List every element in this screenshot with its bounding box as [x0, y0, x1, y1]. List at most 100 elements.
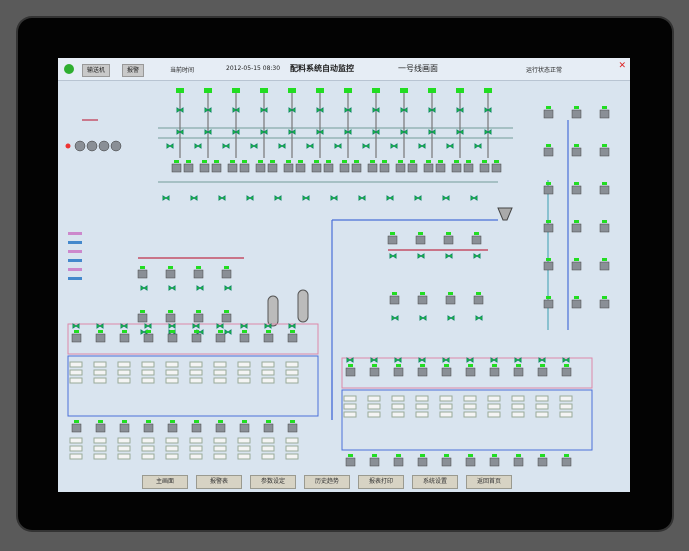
readout-box: [213, 377, 227, 384]
mixer-status-indicator: [242, 160, 247, 163]
dosing-vessel: [191, 423, 202, 433]
dryer-vessel: [571, 185, 582, 195]
dosing-vessel: [513, 367, 524, 377]
readout-box: [343, 395, 357, 402]
valve-icon: [362, 143, 370, 149]
valve-icon: [96, 323, 104, 329]
home-icon[interactable]: [64, 64, 74, 74]
dosing-vessel: [489, 457, 500, 467]
valve-icon: [334, 143, 342, 149]
valve-icon: [194, 143, 202, 149]
readout-box: [141, 369, 155, 376]
mixer-status-indicator: [314, 160, 319, 163]
reactor-vessel: [445, 295, 456, 305]
readout-box: [69, 437, 83, 444]
valve-icon: [192, 323, 200, 329]
mixer-vessel: [283, 163, 294, 173]
reactor-vessel: [473, 295, 484, 305]
nav-button-alarms[interactable]: 报警表: [196, 475, 242, 489]
readout-box: [535, 411, 549, 418]
mixer-vessel: [367, 163, 378, 173]
valve-icon: [490, 357, 498, 363]
valve-icon: [414, 195, 422, 201]
dryer-vessel: [599, 261, 610, 271]
valve-icon: [456, 129, 464, 135]
dryer-vessel: [571, 109, 582, 119]
mixer-status-indicator: [326, 160, 331, 163]
readout-box: [261, 445, 275, 452]
alarm-button[interactable]: 报警: [122, 64, 145, 77]
readout-box: [165, 369, 179, 376]
valve-icon: [190, 195, 198, 201]
valve-icon: [232, 129, 240, 135]
valve-icon: [140, 285, 148, 291]
dosing-vessel: [263, 333, 274, 343]
nav-button-settings[interactable]: 系统设置: [412, 475, 458, 489]
page-subtitle: 一号线画面: [398, 64, 438, 73]
dosing-status-indicator: [468, 364, 473, 367]
mixer-vessel: [407, 163, 418, 173]
valve-icon: [274, 195, 282, 201]
nav-button-main[interactable]: 主画面: [142, 475, 188, 489]
dryer-status-indicator: [574, 258, 579, 261]
dryer-status-indicator: [602, 144, 607, 147]
dryer-status-indicator: [602, 106, 607, 109]
readout-box: [117, 369, 131, 376]
readout-box: [261, 361, 275, 368]
feeder-indicator: [428, 88, 436, 93]
bottom-nav: 主画面 报警表 参数设定 历史趋势 报表打印 系统设置 返回首页: [58, 470, 630, 492]
valve-icon: [176, 129, 184, 135]
mixer-vessel: [351, 163, 362, 173]
dosing-status-indicator: [516, 364, 521, 367]
valve-icon: [316, 107, 324, 113]
mixer-status-indicator: [298, 160, 303, 163]
mixer-vessel: [211, 163, 222, 173]
legend-swatch: [68, 259, 82, 262]
close-icon[interactable]: ✕: [618, 61, 626, 71]
dosing-status-indicator: [170, 420, 175, 423]
alarm-indicator: [65, 143, 71, 149]
valve-icon: [120, 323, 128, 329]
dosing-vessel: [239, 333, 250, 343]
nav-button-trends[interactable]: 历史趋势: [304, 475, 350, 489]
valve-icon: [316, 129, 324, 135]
nav-button-home[interactable]: 返回首页: [466, 475, 512, 489]
readout-box: [213, 445, 227, 452]
valve-icon: [473, 253, 481, 259]
dosing-vessel: [465, 457, 476, 467]
valve-icon: [442, 357, 450, 363]
dryer-status-indicator: [574, 220, 579, 223]
dryer-vessel: [571, 299, 582, 309]
readout-box: [415, 411, 429, 418]
readout-box: [511, 395, 525, 402]
readout-box: [415, 395, 429, 402]
dosing-status-indicator: [98, 330, 103, 333]
dosing-vessel: [417, 457, 428, 467]
mixer-vessel: [339, 163, 350, 173]
dryer-vessel: [571, 223, 582, 233]
dosing-status-indicator: [122, 330, 127, 333]
mixer-vessel: [435, 163, 446, 173]
nav-button-params[interactable]: 参数设定: [250, 475, 296, 489]
feeder-indicator: [372, 88, 380, 93]
dosing-status-indicator: [348, 364, 353, 367]
blender-status-indicator: [168, 266, 173, 269]
dosing-status-indicator: [242, 420, 247, 423]
readout-box: [535, 395, 549, 402]
valve-icon: [216, 323, 224, 329]
valve-icon: [346, 357, 354, 363]
dosing-status-indicator: [146, 330, 151, 333]
dosing-vessel: [191, 333, 202, 343]
conveyor-button[interactable]: 输送机: [82, 64, 111, 77]
readout-box: [487, 403, 501, 410]
dosing-status-indicator: [146, 420, 151, 423]
dosing-status-indicator: [468, 454, 473, 457]
readout-box: [117, 453, 131, 460]
dryer-vessel: [571, 261, 582, 271]
dosing-vessel: [263, 423, 274, 433]
feeder-indicator: [484, 88, 492, 93]
dosing-vessel: [345, 367, 356, 377]
readout-box: [237, 377, 251, 384]
valve-icon: [370, 357, 378, 363]
nav-button-reports[interactable]: 报表打印: [358, 475, 404, 489]
